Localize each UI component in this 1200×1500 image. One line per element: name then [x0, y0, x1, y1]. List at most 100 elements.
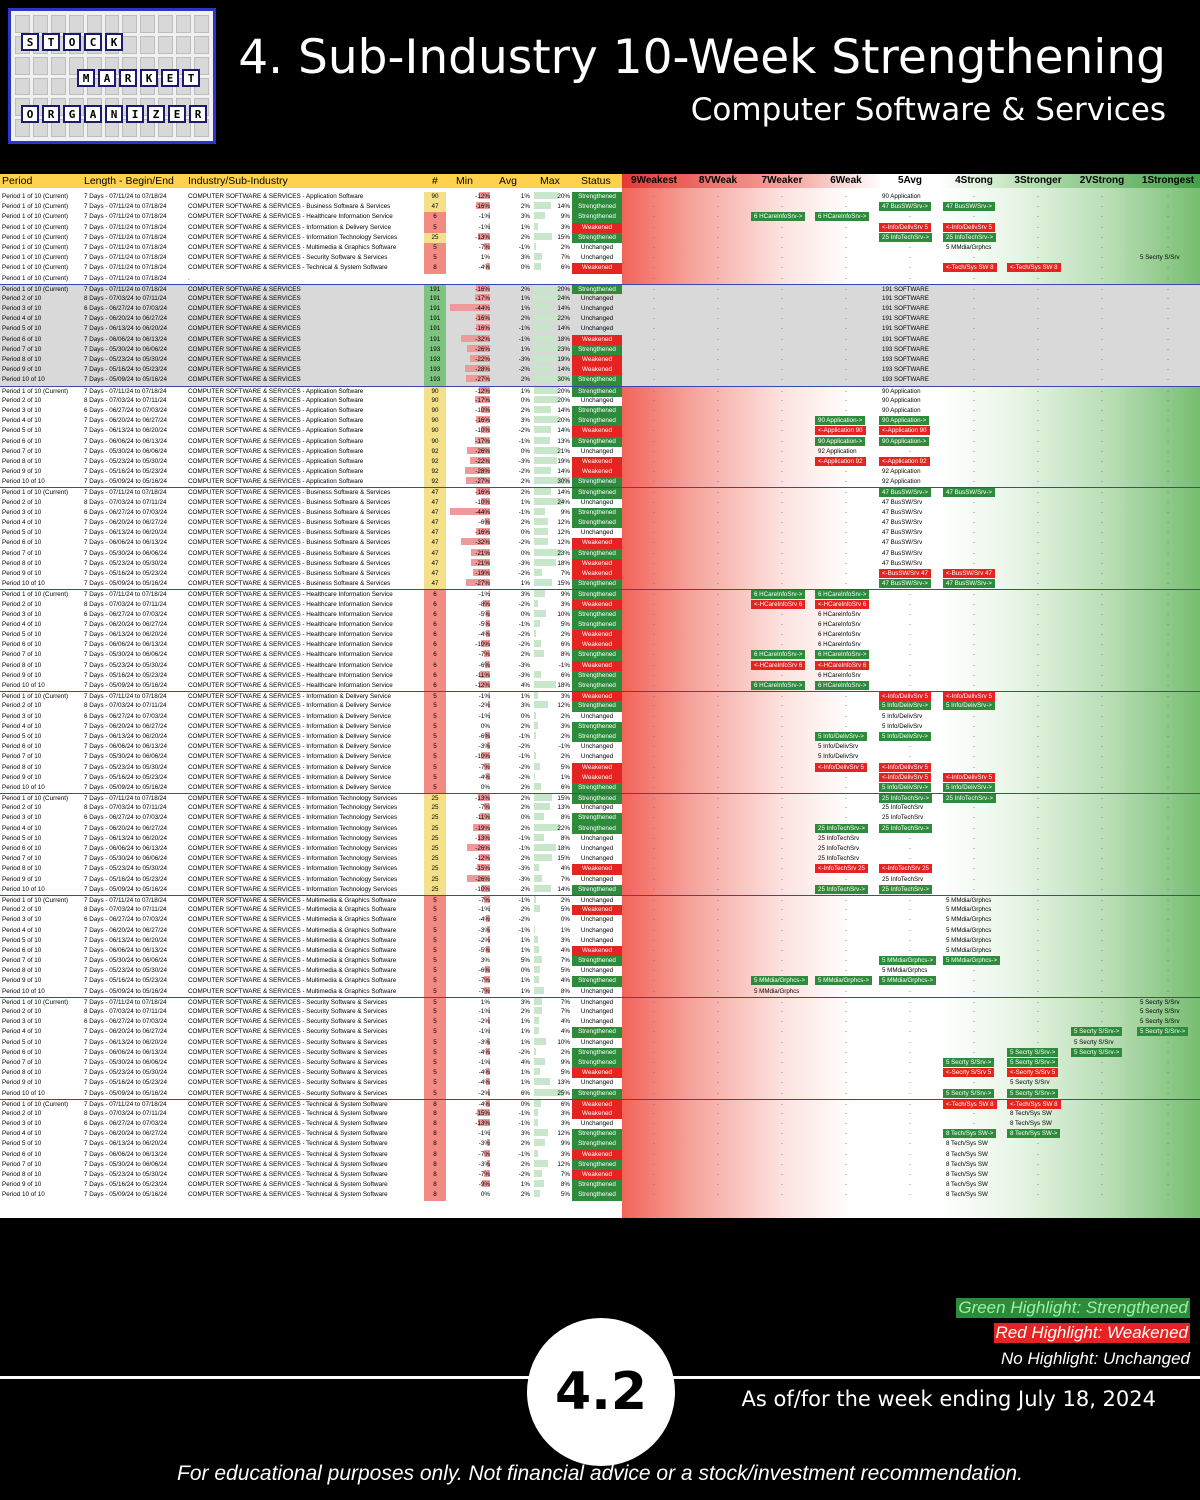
bin-dot: -: [780, 223, 784, 231]
max-bar: [534, 507, 545, 515]
cell-avg: 1%: [520, 1069, 530, 1077]
bin-dot: -: [652, 795, 656, 803]
cell-period: Period 10 of 10: [2, 682, 45, 689]
cell-industry: COMPUTER SOFTWARE & SERVICES - Security …: [188, 1038, 388, 1046]
cell-max: 24%: [557, 294, 570, 302]
bin-dot: -: [652, 315, 656, 323]
cell-min: -4%: [478, 631, 490, 639]
cell-period: Period 6 of 10: [2, 641, 42, 649]
bin-dot: -: [780, 1181, 784, 1189]
rank-tag: 5 Secrty S/Srv: [1140, 1008, 1180, 1015]
max-bar: [534, 1017, 539, 1025]
cell-avg: 5%: [520, 957, 530, 965]
bin-dot: -: [716, 1191, 720, 1199]
cell-industry: COMPUTER SOFTWARE & SERVICES: [188, 305, 301, 313]
legend-green: Green Highlight: Strengthened: [956, 1298, 1190, 1318]
bin-dot: -: [908, 1150, 912, 1158]
rank-tag: 90 Application->: [815, 436, 866, 446]
cell-industry: COMPUTER SOFTWARE & SERVICES - Multimedi…: [188, 967, 397, 975]
min-bar: [486, 1078, 490, 1086]
bin-dot: -: [652, 508, 656, 516]
bin-dot: -: [1166, 875, 1170, 883]
max-bar: [534, 538, 549, 546]
cell-avg: -1%: [518, 243, 530, 251]
cell-avg: -1%: [518, 620, 530, 628]
cell-min: -21%: [475, 559, 490, 567]
bin-dot: -: [972, 193, 976, 200]
bin-dot: -: [780, 1100, 784, 1108]
bin-dot: -: [780, 457, 784, 465]
bin-dot: -: [972, 498, 976, 506]
bin-dot: -: [1100, 865, 1104, 873]
cell-length: 6 Days - 06/27/24 to 07/03/24: [84, 916, 167, 924]
cell-max: 30%: [557, 376, 570, 384]
cell-min: -16%: [475, 489, 490, 497]
table-row: Period 3 of 10 6 Days - 06/27/24 to 07/03…: [0, 609, 1200, 620]
cell-max: 13%: [557, 1079, 570, 1087]
cell-industry: COMPUTER SOFTWARE & SERVICES - Applicati…: [188, 387, 364, 395]
bin-dot: -: [780, 916, 784, 924]
cell-avg: -2%: [518, 539, 530, 547]
logo-letter: E: [168, 105, 186, 123]
bin-dot: -: [972, 539, 976, 547]
bin-dot: -: [716, 1120, 720, 1128]
bin-dot: -: [908, 610, 912, 618]
cell-status: Strengthened: [572, 619, 622, 631]
cell-industry: COMPUTER SOFTWARE & SERVICES - Healthcar…: [188, 610, 393, 618]
bin-dot: -: [1166, 437, 1170, 445]
logo-letter: T: [182, 69, 200, 87]
rank-tag: 6 HCareInfoSrv->: [751, 590, 806, 600]
cell-status: Unchanged: [580, 1120, 614, 1128]
bin-dot: -: [1100, 845, 1104, 852]
bin-dot: -: [1100, 387, 1104, 395]
bin-dot: -: [716, 345, 720, 353]
cell-industry: COMPUTER SOFTWARE & SERVICES - Multimedi…: [188, 916, 397, 924]
cell-industry: COMPUTER SOFTWARE & SERVICES - Applicati…: [188, 457, 364, 465]
bin-dot: -: [1036, 967, 1040, 975]
cell-count: 191: [424, 324, 446, 335]
cell-avg: 2%: [520, 233, 530, 241]
table-row: Period 1 of 10 (Current) 7 Days - 07/11/2…: [0, 589, 1200, 601]
cell-count: 8: [424, 1180, 446, 1191]
bin-dot: -: [1166, 753, 1170, 761]
rank-tag: 193 SOFTWARE: [882, 356, 929, 363]
bin-dot: -: [1036, 824, 1040, 832]
bin-dot: -: [908, 213, 912, 221]
min-bar: [486, 1099, 490, 1107]
table-row: Period 2 of 10 8 Days - 07/03/24 to 07/11…: [0, 395, 1200, 406]
cell-count: 191: [424, 334, 446, 345]
bin-dot: -: [780, 783, 784, 791]
cell-status: Strengthened: [572, 721, 622, 732]
cell-status: Weakened: [572, 630, 622, 641]
bin-dot: -: [1166, 223, 1170, 231]
bin-dot: -: [1036, 773, 1040, 781]
bin-dot: -: [652, 763, 656, 771]
cell-industry: COMPUTER SOFTWARE & SERVICES - Technical…: [188, 1171, 388, 1178]
bin-dot: -: [652, 926, 656, 934]
cell-length: 7 Days - 05/16/24 to 05/23/24: [84, 773, 167, 781]
cell-max: 8%: [560, 1181, 570, 1189]
cell-min: -16%: [475, 285, 490, 293]
rank-tag: 6 HCareInfoSrv: [818, 641, 861, 649]
cell-status: Unchanged: [580, 712, 614, 720]
cell-min: -2%: [478, 936, 490, 944]
bin-dot: -: [780, 243, 784, 251]
cell-period: Period 10 of 10: [2, 376, 45, 384]
bin-dot: -: [1036, 223, 1040, 231]
bin-dot: -: [716, 243, 720, 251]
cell-min: -15%: [475, 865, 490, 873]
bin-dot: -: [716, 926, 720, 934]
cell-period: Period 1 of 10 (Current): [2, 998, 69, 1006]
cell-max: 7%: [560, 1171, 570, 1178]
bin-dot: -: [1166, 936, 1170, 944]
bin-dot: -: [844, 1028, 848, 1036]
bin-dot: -: [652, 366, 656, 374]
cell-avg: 1%: [520, 580, 530, 588]
bin-dot: -: [908, 1191, 912, 1199]
cell-period: Period 5 of 10: [2, 529, 42, 537]
cell-industry: COMPUTER SOFTWARE & SERVICES - Multimedi…: [188, 946, 397, 954]
cell-count: 90: [424, 192, 446, 203]
cell-industry: COMPUTER SOFTWARE & SERVICES - Technical…: [188, 1109, 388, 1117]
bin-dot: -: [716, 233, 720, 241]
logo-letter: R: [119, 69, 137, 87]
